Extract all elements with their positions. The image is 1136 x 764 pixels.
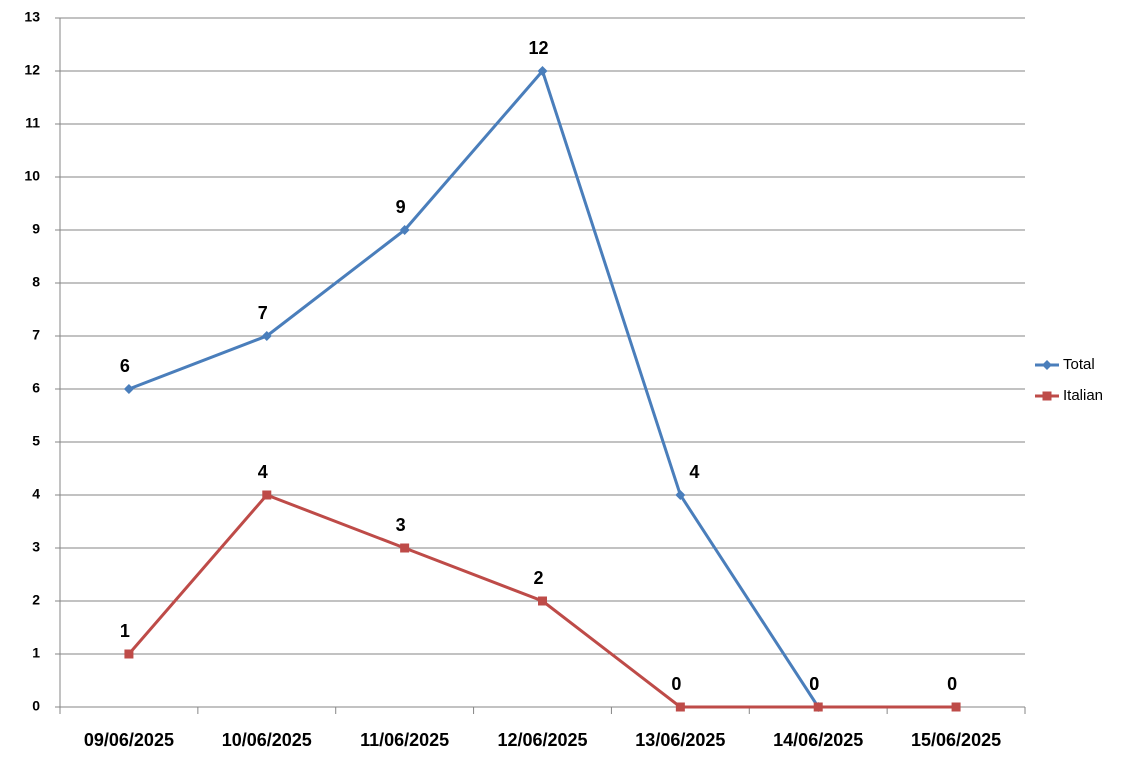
y-tick-label: 3	[32, 539, 40, 555]
marker	[261, 331, 272, 341]
marker	[813, 702, 823, 712]
marker	[262, 490, 272, 500]
y-tick-label: 12	[24, 62, 40, 78]
y-tick-label: 10	[24, 168, 40, 184]
marker	[538, 596, 547, 606]
y-tick-label: 9	[32, 221, 40, 237]
x-tick-label: 11/06/2025	[360, 730, 449, 750]
marker	[537, 66, 548, 76]
data-label: 9	[396, 197, 406, 217]
data-label: 4	[689, 462, 699, 482]
y-tick-label: 4	[32, 486, 40, 502]
data-label: 0	[809, 674, 819, 694]
marker	[675, 702, 685, 712]
data-label: 0	[809, 674, 819, 694]
series-line	[128, 68, 820, 708]
data-label: 1	[120, 621, 130, 641]
x-tick-label: 14/06/2025	[773, 730, 863, 750]
y-tick-label: 13	[24, 9, 40, 25]
y-tick-label: 7	[32, 327, 40, 343]
marker	[399, 225, 410, 235]
x-tick-label: 10/06/2025	[222, 730, 312, 750]
marker	[1042, 391, 1052, 401]
data-label: 12	[528, 38, 548, 58]
data-label: 0	[671, 674, 681, 694]
data-label: 6	[120, 356, 130, 376]
x-tick-label: 13/06/2025	[635, 730, 725, 750]
data-label: 0	[947, 674, 957, 694]
marker	[123, 384, 134, 394]
y-tick-label: 5	[32, 433, 40, 449]
x-tick-label: 09/06/2025	[84, 730, 174, 750]
data-label: 4	[258, 462, 268, 482]
legend-label: Total	[1063, 356, 1095, 373]
data-label: 2	[533, 568, 543, 588]
data-label: 3	[396, 515, 406, 535]
x-tick-label: 15/06/2025	[911, 730, 1001, 750]
y-tick-label: 11	[25, 115, 40, 131]
y-tick-label: 8	[32, 274, 40, 290]
y-tick-label: 1	[32, 645, 40, 661]
y-tick-label: 6	[32, 380, 40, 396]
marker	[400, 543, 410, 553]
y-tick-label: 2	[32, 592, 40, 608]
x-tick-label: 12/06/2025	[497, 730, 587, 750]
marker	[675, 490, 686, 500]
legend-label: Italian	[1063, 387, 1103, 404]
marker	[1042, 360, 1052, 370]
marker	[124, 649, 134, 659]
y-tick-label: 0	[32, 698, 40, 714]
data-label: 7	[258, 303, 268, 323]
marker	[951, 702, 961, 712]
